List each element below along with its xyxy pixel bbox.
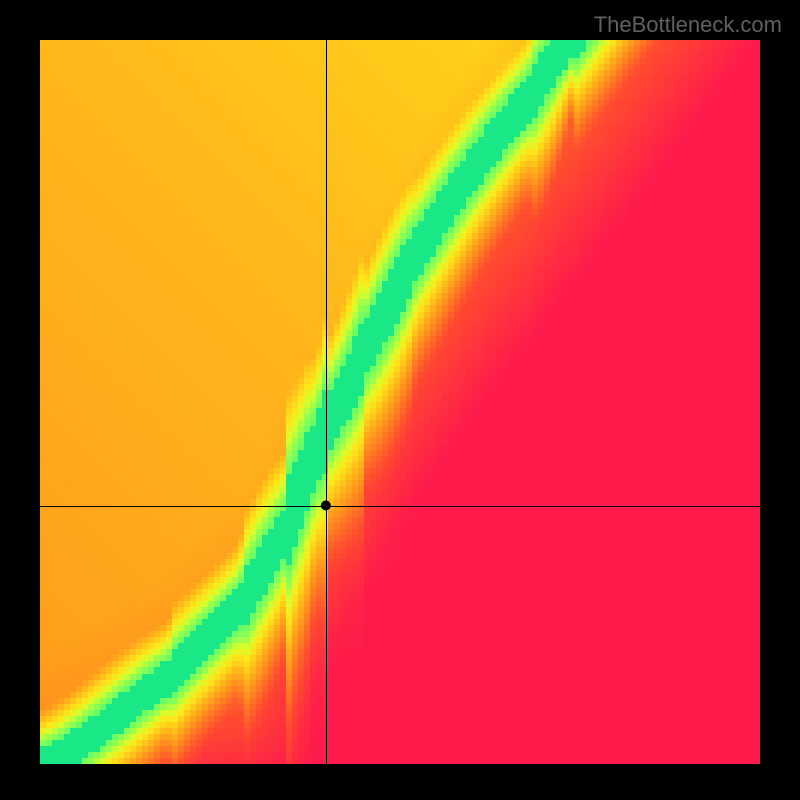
watermark-text: TheBottleneck.com — [594, 12, 782, 38]
chart-frame: TheBottleneck.com — [0, 0, 800, 800]
bottleneck-heatmap — [40, 40, 760, 764]
